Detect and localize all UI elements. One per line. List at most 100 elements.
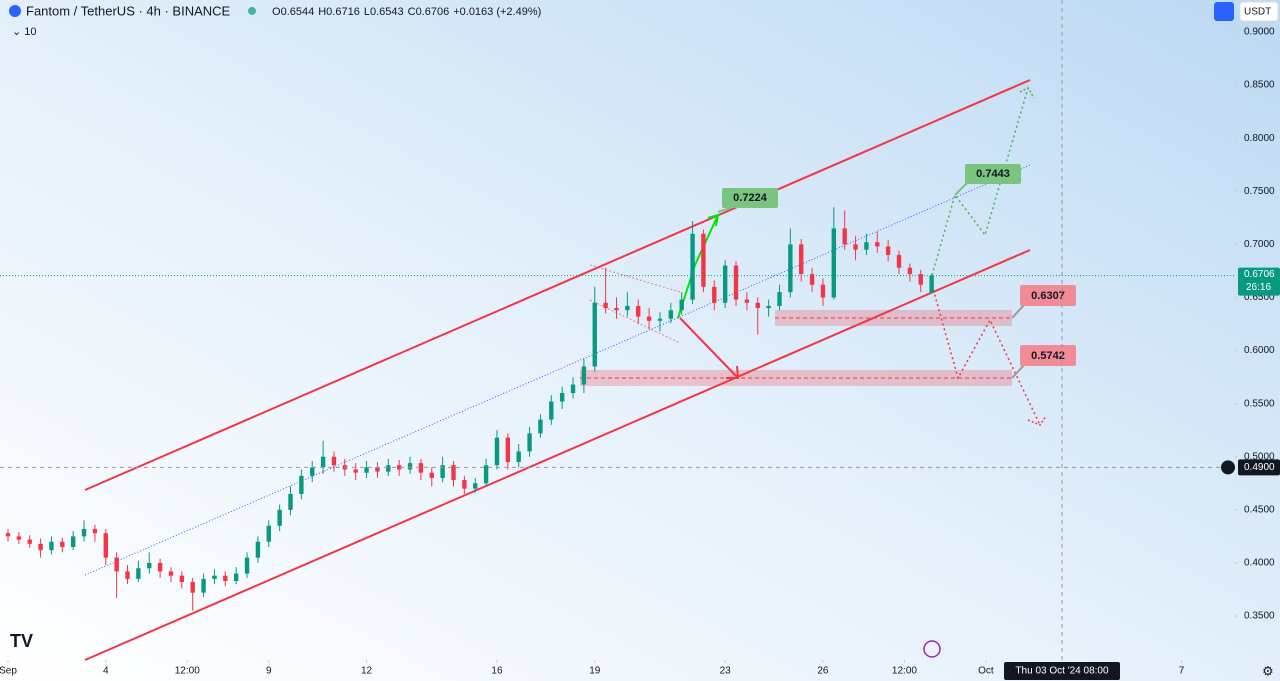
candle-body — [646, 316, 652, 321]
bull-path — [931, 87, 1029, 276]
candle-body — [842, 228, 847, 245]
x-tick-label: 16 — [491, 666, 503, 677]
candle-body — [885, 246, 891, 255]
candle-body — [277, 509, 282, 526]
candle-body — [190, 582, 195, 593]
candle-body — [864, 242, 869, 250]
channel-mid — [84, 164, 1031, 576]
candle-body — [853, 244, 858, 250]
crosshair-price: 0.4900 — [1244, 462, 1275, 473]
currency-button[interactable] — [1239, 1, 1279, 22]
y-tick-label: 0.8500 — [1244, 80, 1275, 91]
candle-body — [712, 286, 717, 303]
candle-body — [255, 541, 261, 558]
candle-body — [690, 233, 695, 300]
x-tick-label: 19 — [589, 666, 601, 677]
crosshair-time: Thu 03 Oct '24 08:00 — [1015, 666, 1109, 677]
y-tick-label: 0.7500 — [1244, 186, 1275, 197]
candle-body — [310, 467, 315, 476]
annotation-labels: 0.7224 0.7443 0.6307 0.5742 — [717, 164, 1076, 379]
candle-body — [592, 302, 597, 367]
y-tick-label: 0.6000 — [1244, 345, 1275, 356]
zone — [580, 369, 1012, 386]
candle-body — [407, 463, 413, 470]
indicator[interactable]: ⌄ 10 — [12, 26, 37, 38]
candle-body — [27, 539, 32, 544]
x-tick-label: 12:00 — [175, 666, 200, 677]
candle-body — [527, 433, 532, 452]
change: +0.0163 (+2.49%) — [453, 6, 541, 18]
x-tick-label: Sep — [0, 666, 17, 677]
candle-body — [570, 384, 576, 394]
candle-body — [179, 575, 185, 583]
flash-icon[interactable] — [923, 640, 941, 658]
channel-lower — [84, 249, 1031, 661]
logo: TV — [10, 631, 33, 651]
candle-body — [614, 308, 619, 311]
currency[interactable]: USDT — [1244, 7, 1271, 18]
settings-button[interactable] — [1214, 2, 1234, 21]
candle-body — [92, 528, 98, 534]
candle-body — [440, 465, 445, 478]
candle-body — [483, 465, 489, 484]
y-tick-label: 0.5000 — [1244, 451, 1275, 462]
candle-body — [49, 541, 54, 551]
ohlc-legend: O0.6544 H0.6716 L0.6543 C0.6706 +0.0163 (+2.… — [272, 6, 541, 18]
x-tick-label: 26 — [817, 666, 829, 677]
candle-body — [668, 310, 674, 319]
candle-body — [733, 265, 739, 300]
price-tag-label: 0.6706 — [1244, 269, 1275, 280]
candle-body — [81, 528, 87, 537]
y-tick-label: 0.4500 — [1244, 504, 1275, 515]
label-box — [722, 188, 778, 208]
candle-body — [136, 568, 141, 579]
label-box — [965, 164, 1021, 184]
candle-body — [70, 536, 76, 548]
candle-body — [820, 284, 826, 298]
label-pointer — [1011, 303, 1026, 319]
y-tick-label: 0.7000 — [1244, 239, 1275, 250]
x-tick-label: 23 — [720, 666, 732, 677]
candle-body — [581, 366, 587, 385]
candle-body — [809, 274, 815, 285]
candle-body — [918, 274, 923, 285]
candle-body — [223, 575, 228, 581]
gear-icon[interactable]: ⚙ — [1262, 663, 1274, 678]
price-label: 0.6307 — [1031, 290, 1065, 302]
candle-body — [929, 275, 934, 293]
candle-body — [559, 393, 565, 402]
symbol-title: Fantom / TetherUS · 4h · BINANCE — [26, 3, 231, 18]
candle-body — [201, 578, 206, 593]
candle-body — [701, 233, 706, 287]
y-tick-label: 0.8000 — [1244, 133, 1275, 144]
y-tick-label: 0.5500 — [1244, 398, 1275, 409]
candle-body — [168, 571, 174, 576]
candle-body — [103, 533, 108, 558]
candle-body — [114, 557, 119, 572]
candle-body — [125, 571, 130, 579]
ohlc-letter: L — [364, 6, 370, 18]
candle-body — [679, 299, 684, 311]
plot — [5, 207, 1012, 611]
candle-body — [299, 475, 304, 494]
close-value: 0.6706 — [416, 6, 450, 18]
indicator-value[interactable]: 10 — [24, 26, 36, 38]
candle-body — [788, 244, 793, 293]
candle-body — [375, 467, 380, 472]
candle-body — [451, 465, 456, 481]
crosshair-plus — [1221, 460, 1235, 475]
candle-body — [396, 465, 402, 470]
candle-body — [60, 541, 65, 548]
candle-body — [896, 254, 902, 268]
zone — [775, 309, 1012, 326]
price-label: 0.7443 — [976, 168, 1010, 180]
y-tick-label: 0.6500 — [1244, 292, 1275, 303]
low-value: 0.6543 — [370, 6, 404, 18]
candle-body — [157, 562, 163, 572]
candle-body — [505, 437, 511, 463]
candle-body — [777, 292, 782, 306]
drawings — [84, 79, 1047, 661]
crosshair-time-tag — [1004, 662, 1121, 680]
candle-body — [766, 305, 771, 309]
